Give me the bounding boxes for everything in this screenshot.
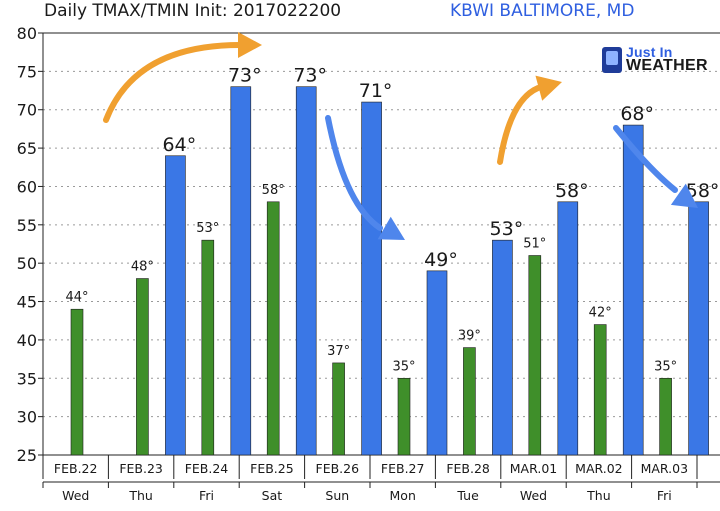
tmax-bar	[295, 86, 317, 456]
tmax-bar	[165, 155, 186, 456]
weekday-label: Fri	[199, 488, 214, 503]
cooling-arrow-head	[377, 216, 405, 240]
tmax-bar	[426, 270, 448, 456]
tmax-bar	[557, 201, 579, 456]
y-tick-label: 25	[17, 446, 37, 465]
weekday-label: Thu	[586, 488, 610, 503]
tmin-label: 42°	[589, 306, 612, 321]
warming-arrow-head	[238, 32, 262, 58]
warming-arrow-shaft	[497, 85, 541, 165]
logo-line1: Just In	[626, 44, 673, 60]
x-tick-label: FEB.26	[316, 461, 360, 476]
tmax-bar	[361, 101, 382, 456]
tmax-label: 53°	[490, 218, 524, 240]
y-tick-label: 60	[17, 177, 37, 196]
tmin-label: 51°	[523, 237, 546, 252]
y-tick-label: 45	[17, 293, 37, 312]
station-name: KBWI BALTIMORE, MD	[450, 1, 635, 21]
tmax-label: 64°	[163, 134, 197, 156]
chart-title: Daily TMAX/TMIN Init: 2017022200	[44, 1, 342, 21]
y-tick-label: 40	[17, 331, 37, 350]
tmax-label: 58°	[555, 180, 589, 202]
weekday-label: Thu	[128, 488, 152, 503]
tmin-bar	[201, 239, 215, 456]
tmax-label: 58°	[686, 180, 720, 202]
tmin-label: 39°	[458, 329, 481, 344]
warming-arrow-head	[535, 75, 562, 101]
tmin-bar	[70, 308, 84, 456]
phone-weather-icon	[602, 47, 622, 73]
warming-arrow-shaft	[103, 42, 243, 123]
x-tick-label: FEB.25	[250, 461, 294, 476]
tmax-bar	[622, 124, 644, 456]
tmax-bar	[688, 201, 709, 456]
tmax-bar	[230, 86, 252, 456]
tmin-bar	[136, 278, 149, 456]
tmin-bar	[463, 347, 476, 456]
x-tick-label: FEB.28	[446, 461, 490, 476]
x-tick-label: FEB.27	[381, 461, 425, 476]
tmin-label: 35°	[654, 359, 677, 374]
tmin-label: 44°	[65, 290, 88, 305]
tmax-label: 71°	[359, 80, 393, 102]
y-tick-label: 30	[17, 408, 37, 427]
tmin-bar	[528, 255, 542, 456]
x-tick-label: FEB.24	[185, 461, 229, 476]
just-in-weather-logo: Just In WEATHER	[602, 44, 720, 77]
tmin-label: 35°	[392, 359, 415, 374]
tmin-bar	[266, 201, 280, 456]
x-tick-label: FEB.22	[54, 461, 98, 476]
y-tick-label: 50	[17, 254, 37, 273]
tmin-bar	[659, 377, 672, 456]
tmin-label: 58°	[262, 183, 285, 198]
weekday-label: Sat	[262, 488, 283, 503]
tmax-label: 68°	[620, 103, 654, 125]
tmin-label: 48°	[131, 260, 154, 275]
tmax-bar	[492, 239, 513, 456]
cooling-arrow-shaft	[613, 125, 678, 193]
logo-line2: WEATHER	[626, 57, 708, 74]
weekday-label: Mon	[390, 488, 416, 503]
y-tick-label: 80	[17, 24, 37, 43]
weekday-label: Wed	[62, 488, 89, 503]
x-tick-label: MAR.02	[575, 461, 622, 476]
x-tick-label: FEB.23	[119, 461, 163, 476]
y-tick-label: 55	[17, 216, 37, 235]
cooling-arrow-head	[670, 183, 698, 208]
weekday-label: Sun	[325, 488, 349, 503]
x-tick-label: MAR.03	[641, 461, 688, 476]
weekday-label: Fri	[657, 488, 672, 503]
tmax-label: 49°	[424, 249, 458, 271]
tmin-bar	[397, 377, 411, 456]
x-tick-label: MAR.01	[510, 461, 557, 476]
tmax-label: 73°	[293, 65, 327, 87]
y-tick-label: 75	[17, 62, 37, 81]
cooling-arrow-shaft	[325, 115, 383, 231]
tmin-bar	[593, 324, 607, 456]
weekday-label: Wed	[520, 488, 547, 503]
tmax-label: 73°	[228, 65, 262, 87]
weekday-label: Tue	[456, 488, 479, 503]
y-tick-label: 35	[17, 369, 37, 388]
tmin-label: 53°	[196, 221, 219, 236]
y-tick-label: 65	[17, 139, 37, 158]
tmin-bar	[332, 362, 345, 456]
y-tick-label: 70	[17, 101, 37, 120]
tmin-label: 37°	[327, 344, 350, 359]
